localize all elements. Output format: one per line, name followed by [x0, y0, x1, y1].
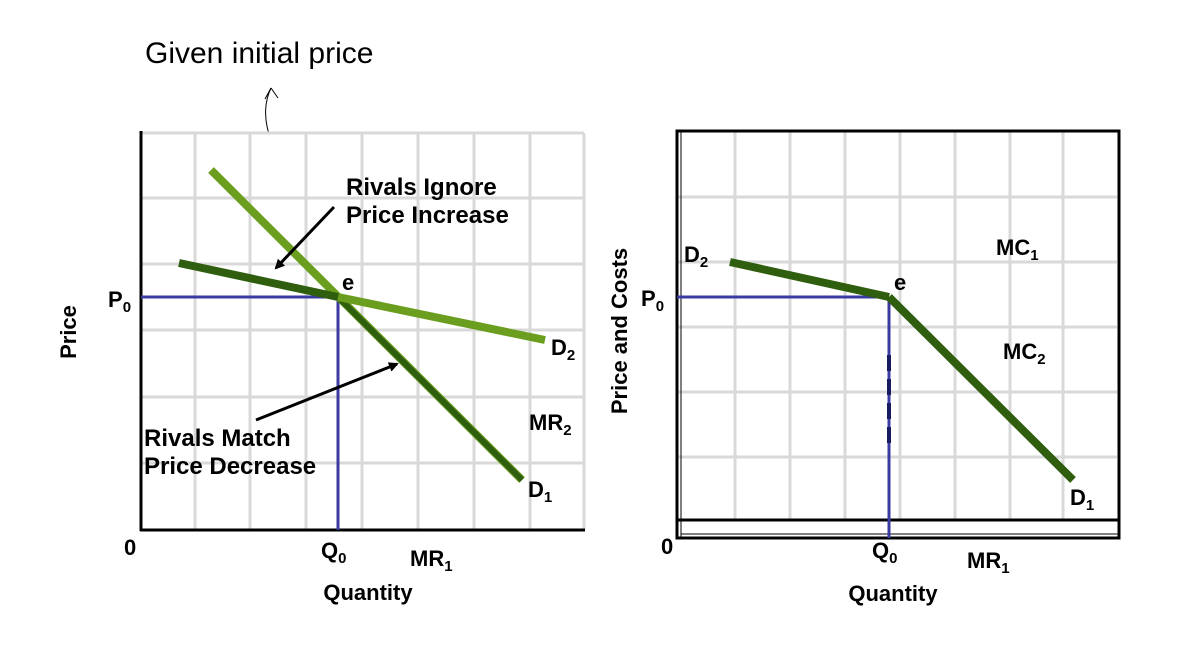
right-d2-curve: [729, 258, 890, 301]
label-rivals-ignore: Rivals Ignore: [346, 174, 497, 201]
right-x-axis-title: Quantity: [848, 581, 938, 606]
right-y-axis-title: Price and Costs: [607, 248, 632, 414]
label-rivals-match: Rivals Match: [144, 425, 291, 452]
right-chart: D2 e MC1 MC2 D1 P0 Q0 MR1 0 Quantity Pri…: [607, 129, 1121, 606]
left-d2-main: D: [551, 335, 567, 360]
left-mr2-label: MR2: [529, 410, 572, 439]
arrow-rivals-match: [255, 362, 399, 422]
right-mr1-label: MR1: [967, 548, 1010, 577]
arrow-rivals-ignore: [274, 205, 336, 270]
left-q0-sub: 0: [338, 550, 346, 567]
left-d1-curve-lower: [335, 294, 525, 483]
label-price-increase: Price Increase: [346, 202, 509, 229]
right-d2-label: D2: [684, 242, 708, 271]
curved-pointer-arrow-tail: [264, 87, 279, 100]
right-d2-sub: 2: [700, 254, 708, 271]
left-q0-label: Q0: [321, 538, 346, 567]
right-p0-label: P0: [641, 286, 664, 315]
right-p0-main: P: [641, 286, 656, 311]
right-mr1-main: MR: [967, 548, 1001, 573]
left-mr1-sub: 1: [444, 558, 452, 575]
left-p0-label: P0: [108, 287, 131, 316]
left-chart: Rivals Ignore Price Increase Rivals Matc…: [56, 131, 586, 605]
right-mc2-main: MC: [1003, 339, 1037, 364]
right-kink-label: e: [894, 270, 906, 295]
right-mc1-sub: 1: [1030, 247, 1038, 264]
right-d1-curve: [886, 294, 1076, 483]
left-d2-label: D2: [551, 335, 575, 364]
left-x-axis-title: Quantity: [323, 580, 413, 605]
right-grid: [677, 131, 1117, 520]
right-d1-label: D1: [1070, 485, 1094, 514]
left-origin-label: 0: [124, 535, 136, 560]
left-mr1-main: MR: [410, 546, 444, 571]
left-kink-label: e: [342, 270, 354, 295]
label-price-decrease: Price Decrease: [144, 453, 316, 480]
left-d2-sub: 2: [567, 347, 575, 364]
annotation-given-initial-price: Given initial price: [145, 37, 373, 70]
left-mr2-sub: 2: [563, 422, 571, 439]
left-mr1-label: MR1: [410, 546, 453, 575]
right-frame: [675, 129, 1121, 540]
right-mc2-sub: 2: [1037, 351, 1045, 368]
right-q0-label: Q0: [872, 538, 897, 567]
right-mc1-label: MC1: [996, 235, 1039, 264]
right-mr1-sub: 1: [1001, 560, 1009, 577]
right-origin-label: 0: [661, 534, 673, 559]
right-p0-sub: 0: [656, 298, 664, 315]
left-d2-curve-lower: [337, 293, 546, 344]
left-p0-main: P: [108, 287, 123, 312]
right-plot-area: [677, 131, 1119, 538]
left-d1-label: D1: [528, 477, 552, 506]
left-grid: [141, 131, 586, 530]
right-mc2-label: MC2: [1003, 339, 1046, 368]
right-q0-main: Q: [872, 538, 889, 563]
right-q0-sub: 0: [889, 550, 897, 567]
left-d1-sub: 1: [544, 489, 552, 506]
left-d2-curve-upper: [178, 259, 339, 301]
left-d1-main: D: [528, 477, 544, 502]
right-d1-sub: 1: [1086, 497, 1094, 514]
left-mr2-main: MR: [529, 410, 563, 435]
right-mc1-main: MC: [996, 235, 1030, 260]
right-d1-main: D: [1070, 485, 1086, 510]
left-q0-main: Q: [321, 538, 338, 563]
right-d2-main: D: [684, 242, 700, 267]
left-p0-sub: 0: [123, 299, 131, 316]
left-y-axis-title: Price: [56, 305, 81, 359]
